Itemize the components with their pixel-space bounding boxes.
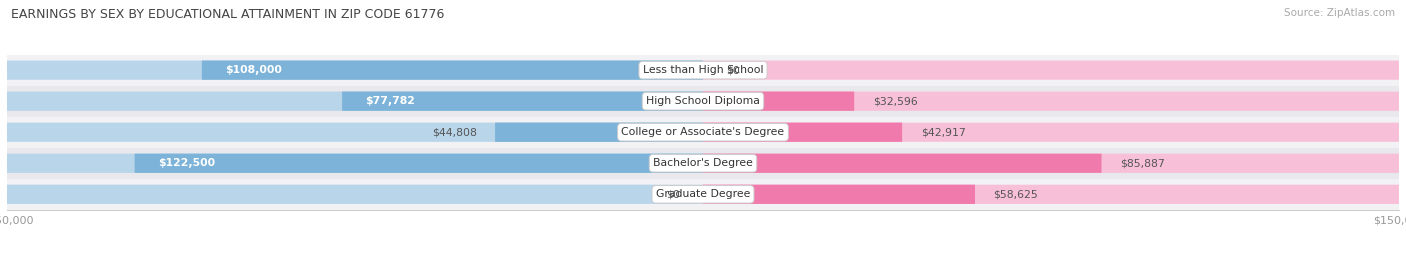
Text: $0: $0	[725, 65, 740, 75]
Bar	[7, 117, 1399, 148]
Text: $77,782: $77,782	[366, 96, 415, 106]
FancyBboxPatch shape	[7, 185, 703, 204]
FancyBboxPatch shape	[703, 123, 1399, 142]
FancyBboxPatch shape	[7, 123, 703, 142]
Text: Source: ZipAtlas.com: Source: ZipAtlas.com	[1284, 8, 1395, 18]
Text: EARNINGS BY SEX BY EDUCATIONAL ATTAINMENT IN ZIP CODE 61776: EARNINGS BY SEX BY EDUCATIONAL ATTAINMEN…	[11, 8, 444, 21]
Text: $58,625: $58,625	[994, 189, 1038, 199]
FancyBboxPatch shape	[202, 61, 703, 80]
Text: $0: $0	[666, 189, 681, 199]
Text: Bachelor's Degree: Bachelor's Degree	[652, 158, 754, 168]
Text: College or Associate's Degree: College or Associate's Degree	[621, 127, 785, 137]
Text: $108,000: $108,000	[225, 65, 283, 75]
FancyBboxPatch shape	[135, 154, 703, 173]
Text: $42,917: $42,917	[921, 127, 966, 137]
Text: Less than High School: Less than High School	[643, 65, 763, 75]
FancyBboxPatch shape	[703, 154, 1101, 173]
FancyBboxPatch shape	[703, 91, 855, 111]
Text: $122,500: $122,500	[157, 158, 215, 168]
FancyBboxPatch shape	[703, 185, 1399, 204]
FancyBboxPatch shape	[7, 61, 703, 80]
FancyBboxPatch shape	[7, 154, 703, 173]
Text: $44,808: $44,808	[432, 127, 477, 137]
Bar	[7, 148, 1399, 179]
Text: Graduate Degree: Graduate Degree	[655, 189, 751, 199]
FancyBboxPatch shape	[495, 123, 703, 142]
FancyBboxPatch shape	[7, 91, 703, 111]
Bar	[7, 55, 1399, 86]
FancyBboxPatch shape	[703, 61, 1399, 80]
FancyBboxPatch shape	[703, 185, 974, 204]
FancyBboxPatch shape	[703, 123, 903, 142]
FancyBboxPatch shape	[703, 154, 1399, 173]
Text: High School Diploma: High School Diploma	[647, 96, 759, 106]
Text: $85,887: $85,887	[1121, 158, 1164, 168]
FancyBboxPatch shape	[703, 91, 1399, 111]
Bar	[7, 179, 1399, 210]
FancyBboxPatch shape	[342, 91, 703, 111]
Bar	[7, 86, 1399, 117]
Text: $32,596: $32,596	[873, 96, 918, 106]
